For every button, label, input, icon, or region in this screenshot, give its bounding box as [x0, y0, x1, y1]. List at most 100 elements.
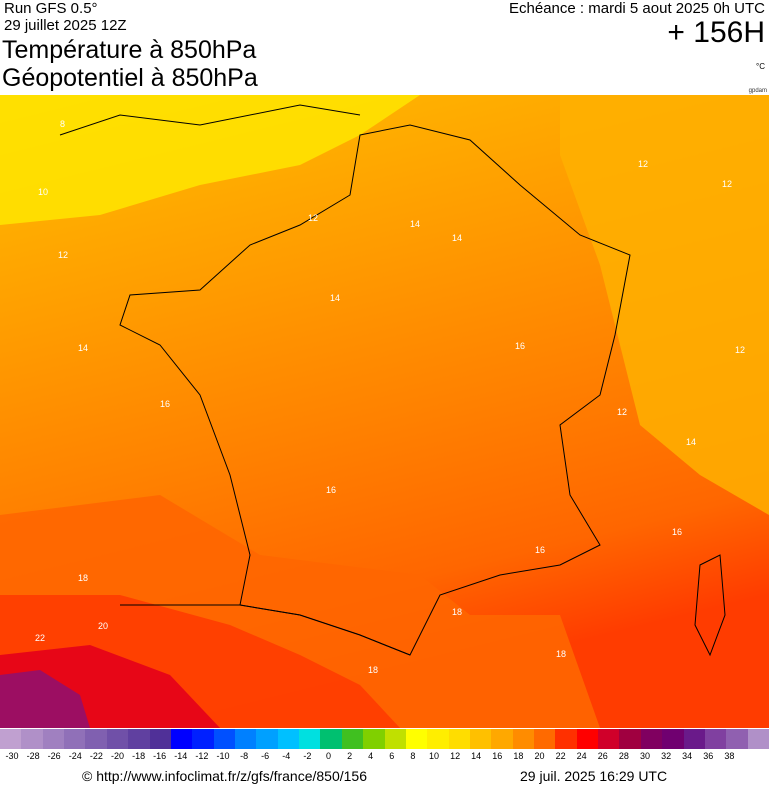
scale-tick-label: 4 — [368, 751, 374, 761]
unit-label: °C — [756, 62, 765, 71]
contour-label: 10 — [38, 187, 48, 197]
scale-segment — [747, 729, 769, 749]
scale-segment — [534, 729, 556, 749]
scale-segment — [170, 729, 193, 749]
temperature-map: 8 10 12 12 14 14 12 12 12 14 16 16 16 16… — [0, 95, 769, 728]
scale-segment — [363, 729, 385, 749]
scale-tick-label: 22 — [555, 751, 566, 761]
scale-segment — [555, 729, 578, 749]
scale-segment — [683, 729, 706, 749]
scale-segment — [341, 729, 364, 749]
scale-tick-label: 18 — [513, 751, 524, 761]
scale-segment — [213, 729, 236, 749]
scale-tick-label: 26 — [597, 751, 608, 761]
run-label: Run GFS 0.5° — [4, 0, 98, 17]
scale-segment — [704, 729, 727, 749]
contour-label: 16 — [515, 341, 525, 351]
spain-coastline — [120, 604, 411, 656]
scale-segment — [21, 729, 44, 749]
scale-segment — [277, 729, 300, 749]
scale-segment — [234, 729, 257, 749]
run-date: 29 juillet 2025 12Z — [4, 17, 127, 34]
title-temperature: Température à 850hPa — [2, 36, 257, 64]
scale-tick-label: -6 — [261, 751, 270, 761]
scale-tick-label: -8 — [240, 751, 249, 761]
contour-labels: 8 10 12 12 14 14 12 12 12 14 16 16 16 16… — [35, 119, 745, 675]
scale-tick-label: 2 — [347, 751, 353, 761]
scale-segment — [512, 729, 535, 749]
contour-label: 22 — [35, 633, 45, 643]
cool-zone-east — [560, 95, 769, 515]
forecast-hour: + 156H — [667, 16, 765, 49]
scale-tick-label: 32 — [661, 751, 672, 761]
contour-label: 14 — [686, 437, 696, 447]
scale-segment — [491, 729, 514, 749]
color-scale — [0, 729, 769, 749]
contour-label: 14 — [78, 343, 88, 353]
corsica-outline — [694, 554, 726, 657]
scale-tick-label: 20 — [534, 751, 545, 761]
scale-tick-label: 0 — [325, 751, 332, 761]
scale-tick-label: -18 — [132, 751, 146, 761]
scale-tick-label: -26 — [47, 751, 61, 761]
scale-tick-label: 6 — [389, 751, 395, 761]
contour-label: 14 — [452, 233, 462, 243]
scale-tick-label: -30 — [5, 751, 19, 761]
generated-timestamp: 29 juil. 2025 16:29 UTC — [520, 768, 668, 784]
cool-zone-north — [0, 95, 420, 225]
contour-label: 14 — [410, 219, 420, 229]
scale-tick-label: 34 — [682, 751, 693, 761]
scale-segment — [726, 729, 749, 749]
scale-segment — [0, 729, 22, 749]
scale-tick-label: 12 — [450, 751, 461, 761]
credit-label: gpdam — [748, 88, 767, 94]
echeance-label: Echéance : mardi 5 aout 2025 0h UTC — [509, 0, 765, 17]
scale-segment — [128, 729, 151, 749]
scale-segment — [64, 729, 86, 749]
contour-label: 16 — [160, 399, 170, 409]
contour-label: 12 — [58, 250, 68, 260]
scale-tick-label: -10 — [216, 751, 230, 761]
contour-label: 14 — [330, 293, 340, 303]
contour-label: 12 — [308, 213, 318, 223]
scale-tick-label: -20 — [110, 751, 125, 761]
scale-segment — [469, 729, 492, 749]
contour-label: 12 — [722, 179, 732, 189]
scale-segment — [405, 729, 428, 749]
scale-segment — [598, 729, 620, 749]
contour-label: 16 — [535, 545, 545, 555]
contour-label: 18 — [78, 573, 88, 583]
scale-segment — [192, 729, 215, 749]
scale-segment — [640, 729, 663, 749]
scale-tick-label: -12 — [195, 751, 209, 761]
contour-label: 12 — [638, 159, 648, 169]
scale-segment — [448, 729, 471, 749]
scale-segment — [619, 729, 642, 749]
contour-label: 18 — [368, 665, 378, 675]
contour-label: 12 — [735, 345, 745, 355]
scale-tick-label: -28 — [26, 751, 40, 761]
scale-tick-label: 30 — [639, 751, 651, 761]
scale-tick-label: -16 — [153, 751, 167, 761]
scale-segment — [320, 729, 343, 749]
scale-tick-label: -4 — [282, 751, 291, 761]
scale-segment — [256, 729, 279, 749]
scale-tick-label: -24 — [68, 751, 82, 761]
scale-tick-label: 14 — [471, 751, 482, 761]
title-geopotential: Géopotentiel à 850hPa — [2, 64, 258, 92]
scale-segment — [149, 729, 172, 749]
scale-tick-label: 28 — [618, 751, 629, 761]
scale-segment — [384, 729, 407, 749]
source-url[interactable]: © http://www.infoclimat.fr/z/gfs/france/… — [82, 768, 367, 784]
color-scale-ticks: -30 -28 -26 -24 -22 -20 -18 -16 -14 -12 -10 -8 -6 -4-… — [0, 751, 769, 765]
contour-label: 16 — [326, 485, 336, 495]
scale-segment — [576, 729, 599, 749]
uk-coastline — [59, 104, 361, 136]
scale-tick-label: 8 — [410, 751, 416, 761]
scale-tick-label: 36 — [703, 751, 714, 761]
scale-tick-label: -22 — [89, 751, 103, 761]
scale-segment — [85, 729, 108, 749]
scale-segment — [42, 729, 65, 749]
scale-tick-label: -2 — [303, 751, 312, 761]
contour-label: 16 — [672, 527, 682, 537]
